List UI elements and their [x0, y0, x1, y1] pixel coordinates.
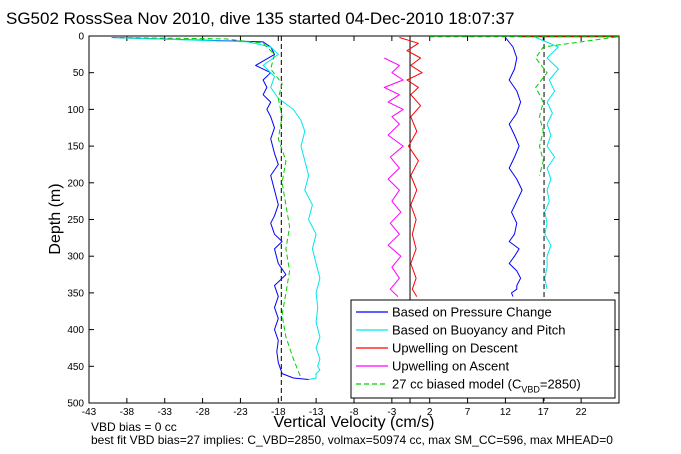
x-tick-label: 2 — [427, 407, 433, 418]
legend-label: Based on Buoyancy and Pitch — [392, 323, 565, 338]
y-tick-label: 500 — [67, 399, 84, 410]
x-tick-label: 17 — [538, 407, 550, 418]
vbd-bias-note: VBD bias = 0 cc — [91, 420, 177, 434]
y-tick-label: 0 — [78, 32, 84, 43]
y-tick-label: 250 — [67, 215, 84, 226]
series-line — [399, 37, 423, 297]
x-tick-label: -13 — [309, 407, 324, 418]
x-tick-label: 7 — [465, 407, 471, 418]
x-tick-label: -8 — [350, 407, 359, 418]
y-tick-label: 350 — [67, 288, 84, 299]
y-tick-label: 100 — [67, 105, 84, 116]
y-tick-label: 400 — [67, 325, 84, 336]
legend-label: 27 cc biased model (CVBD=2850) — [392, 377, 581, 395]
y-tick-label: 50 — [73, 68, 85, 79]
x-tick-label: -43 — [82, 407, 97, 418]
y-tick-label: 300 — [67, 252, 84, 263]
x-tick-label: -28 — [195, 407, 210, 418]
legend-box — [350, 299, 616, 399]
x-tick-label: -33 — [157, 407, 172, 418]
series-line — [111, 37, 302, 379]
y-axis-title: Depth (m) — [47, 183, 64, 254]
series-line — [535, 37, 559, 290]
legend-label: Upwelling on Descent — [392, 341, 518, 356]
x-tick-label: 12 — [500, 407, 512, 418]
x-tick-label: -38 — [120, 407, 135, 418]
series-line — [429, 36, 620, 176]
series-layer — [111, 36, 620, 380]
y-tick-labels: 0 50 100 150 200 250 300 350 400 450 500 — [67, 32, 84, 410]
x-tick-labels: -43 -38 -33 -28 -23 -18 -13 -8 -3 2 7 12 17 22 — [82, 407, 587, 418]
x-axis-title: Vertical Velocity (cm/s) — [274, 414, 435, 431]
legend-label: Based on Pressure Change — [392, 305, 552, 320]
x-tick-label: -3 — [387, 407, 396, 418]
y-tick-label: 200 — [67, 178, 84, 189]
series-line — [505, 37, 523, 297]
series-line — [383, 57, 404, 297]
x-tick-label: 22 — [576, 407, 588, 418]
series-line — [111, 37, 321, 380]
chart-title: SG502 RossSea Nov 2010, dive 135 started… — [6, 9, 514, 28]
y-tick-label: 450 — [67, 362, 84, 373]
x-tick-label: -23 — [233, 407, 248, 418]
x-tick-label: -18 — [271, 407, 286, 418]
series-line — [111, 37, 309, 380]
legend: Based on Pressure Change Based on Buoyanc… — [350, 299, 616, 399]
legend-label: Upwelling on Ascent — [392, 359, 509, 374]
best-fit-note: best fit VBD bias=27 implies: C_VBD=2850… — [91, 433, 613, 447]
y-tick-label: 150 — [67, 142, 84, 153]
